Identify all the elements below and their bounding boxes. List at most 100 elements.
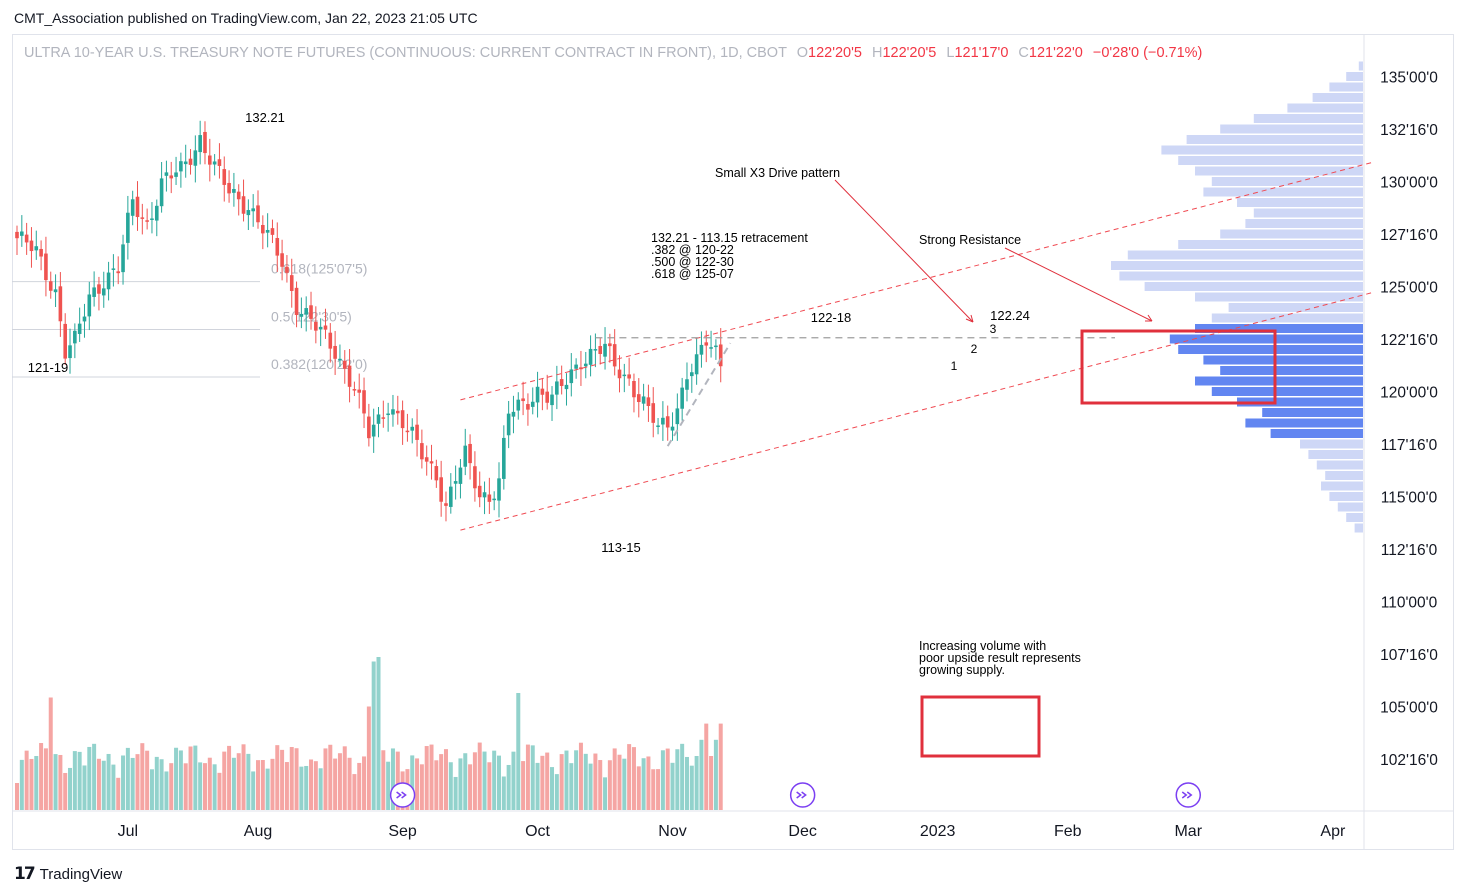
candle-up xyxy=(603,343,607,357)
candle-up xyxy=(198,135,202,153)
time-tick-label: Nov xyxy=(658,823,686,840)
volume-bar xyxy=(530,745,535,810)
candle-up xyxy=(386,413,390,416)
x3-drive-label: Small X3 Drive pattern xyxy=(715,166,840,180)
time-axis: Jul Aug Sep Oct Nov Dec 2023 Feb Mar Apr xyxy=(12,810,1454,840)
volume-bar xyxy=(684,756,689,810)
profile-bucket xyxy=(1354,523,1363,533)
candle-down xyxy=(627,374,631,379)
candle-up xyxy=(299,313,304,317)
candle-down xyxy=(314,321,318,331)
candle-down xyxy=(208,155,212,165)
candle-up xyxy=(463,445,468,467)
candle-down xyxy=(188,158,193,165)
candle-up xyxy=(569,369,574,384)
volume-bar xyxy=(453,776,458,810)
volume-bar xyxy=(569,763,574,810)
candle-down xyxy=(285,266,289,273)
candle-up xyxy=(492,498,496,501)
candle-down xyxy=(617,369,622,379)
volume-bar xyxy=(333,758,338,810)
profile-bucket xyxy=(1253,114,1363,123)
candle-up xyxy=(535,386,540,403)
candle-down xyxy=(222,169,227,185)
volume-bar xyxy=(588,763,593,810)
profile-bucket xyxy=(1329,82,1363,92)
candle-up xyxy=(53,289,58,293)
candle-up xyxy=(511,411,516,417)
candle-up xyxy=(506,413,511,436)
candle-down xyxy=(444,503,448,506)
candle-up xyxy=(583,363,588,367)
profile-bucket xyxy=(1127,250,1363,260)
candle-up xyxy=(680,387,684,409)
volume-bar xyxy=(477,742,482,810)
profile-bucket xyxy=(1358,61,1363,71)
profile-bucket xyxy=(1169,334,1363,344)
volume-bar xyxy=(323,748,328,810)
volume-bar xyxy=(386,761,391,810)
candle-up xyxy=(530,401,535,407)
candle-down xyxy=(608,343,612,347)
profile-bucket xyxy=(1178,156,1363,165)
candle-up xyxy=(111,268,116,270)
candle-down xyxy=(227,182,231,194)
volume-bar xyxy=(689,765,694,810)
profile-bucket xyxy=(1203,355,1363,365)
volume-bar xyxy=(651,769,656,810)
candle-down xyxy=(261,225,265,234)
candle-up xyxy=(174,172,178,177)
volume-bar xyxy=(101,760,106,810)
profile-bucket xyxy=(1195,166,1363,176)
candle-down xyxy=(579,367,583,370)
profile-bucket xyxy=(1308,450,1363,459)
candle-down xyxy=(646,397,651,407)
volume-bar xyxy=(535,762,540,810)
volume-bar xyxy=(583,753,588,810)
candle-up xyxy=(622,374,627,377)
candle-down xyxy=(598,346,603,354)
profile-bucket xyxy=(1262,408,1363,417)
profile-bucket xyxy=(1119,271,1363,281)
volume-bar xyxy=(636,766,641,810)
volume-bar xyxy=(448,762,453,810)
candle-down xyxy=(434,466,439,481)
footer-brand[interactable]: 17 TradingView xyxy=(14,864,122,884)
candle-down xyxy=(294,287,299,315)
volume-bar xyxy=(198,762,203,810)
candle-up xyxy=(318,326,323,330)
profile-bucket xyxy=(1329,492,1363,501)
candle-up xyxy=(588,348,593,365)
x3-arrow-head xyxy=(965,314,974,323)
volume-bar xyxy=(29,758,34,810)
candle-up xyxy=(670,426,675,431)
volume-bar xyxy=(289,747,294,810)
volume-bar xyxy=(63,772,68,810)
candle-down xyxy=(29,240,34,252)
volume-bar xyxy=(439,754,444,810)
candle-down xyxy=(217,159,222,166)
volume-bar xyxy=(202,763,207,810)
profile-bucket xyxy=(1195,324,1363,333)
volume-bar xyxy=(429,744,434,810)
volume-bar xyxy=(675,749,680,810)
volume-bar xyxy=(251,771,256,810)
candle-down xyxy=(526,404,530,410)
price-tick-label: 132'16'0 xyxy=(1380,122,1438,139)
event-icon xyxy=(789,782,816,808)
event-icon xyxy=(1175,782,1202,808)
volume-bar xyxy=(713,739,718,810)
volume-bar xyxy=(371,661,376,810)
profile-bucket xyxy=(1321,481,1363,491)
profile-bucket xyxy=(1228,303,1363,312)
candle-down xyxy=(24,234,29,243)
volume-bar xyxy=(164,771,169,810)
profile-bucket xyxy=(1186,135,1363,144)
candle-up xyxy=(212,161,217,165)
candle-up xyxy=(92,287,96,297)
volume-bar xyxy=(15,783,19,810)
volume-bar xyxy=(87,746,92,810)
profile-bucket xyxy=(1203,187,1363,197)
instrument-title: ULTRA 10-YEAR U.S. TREASURY NOTE FUTURES… xyxy=(24,45,787,61)
